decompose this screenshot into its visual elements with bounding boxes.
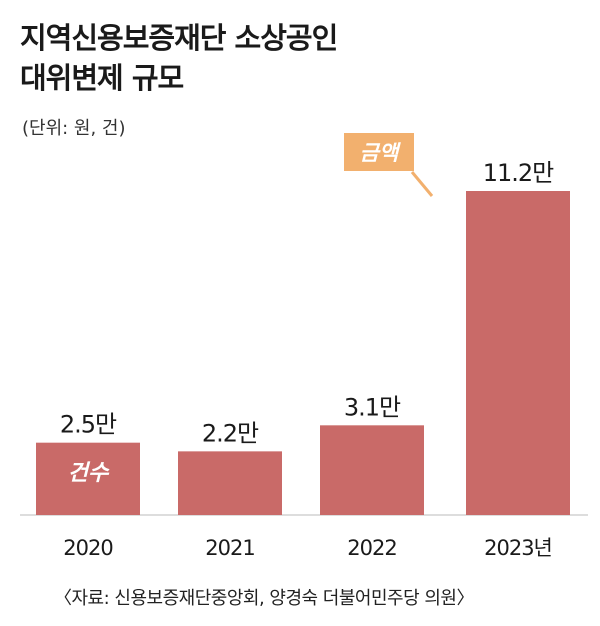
x-tick-label: 2023년 <box>484 536 552 560</box>
source-note: 〈자료: 신용보증재단중앙회, 양경숙 더불어민주당 의원〉 <box>54 588 475 609</box>
amount-tag-label: 금액 <box>360 141 401 165</box>
chart-title: 지역신용보증재단 소상공인 대위변제 규모 <box>20 18 338 98</box>
count-tag-label: 건수 <box>68 461 110 486</box>
bar-2020 <box>36 442 140 515</box>
bar-2022 <box>320 425 424 515</box>
amount-tag-box <box>344 133 414 171</box>
x-tick-label: 2021 <box>205 536 254 560</box>
title-line-2: 대위변제 규모 <box>20 61 184 95</box>
x-tick-label: 2020 <box>63 536 112 560</box>
title-line-1: 지역신용보증재단 소상공인 <box>20 21 338 55</box>
bar-value-label: 3.1만 <box>344 393 401 421</box>
unit-label: (단위: 원, 건) <box>22 118 126 139</box>
x-tick-label: 2022 <box>347 536 396 560</box>
bar-value-label: 11.2만 <box>483 159 554 187</box>
bar-2023년 <box>466 191 570 515</box>
bar-2021 <box>178 451 282 515</box>
bar-value-label: 2.2만 <box>202 419 259 447</box>
amount-tag-leader <box>410 171 434 197</box>
bar-value-label: 2.5만 <box>60 411 117 439</box>
